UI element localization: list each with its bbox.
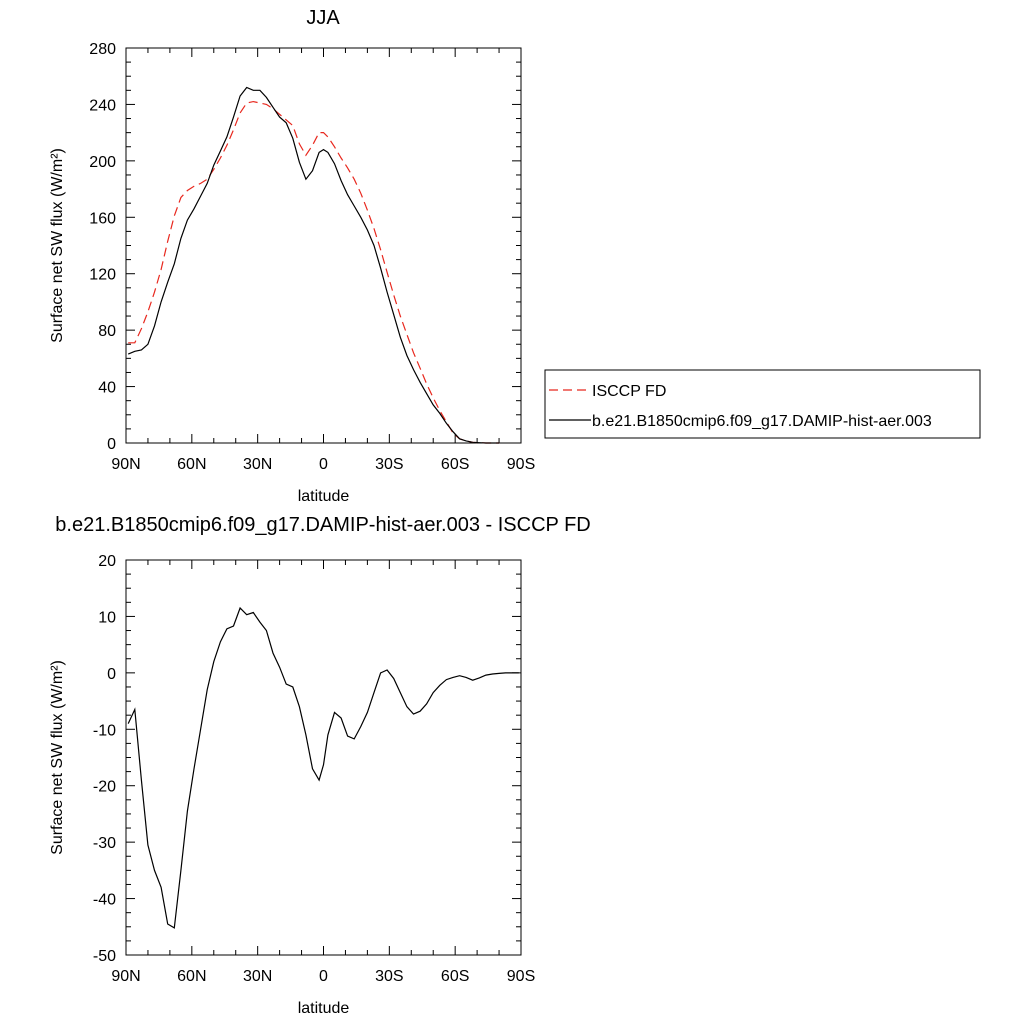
y-axis-label: Surface net SW flux (W/m²) (49, 148, 66, 343)
chart-panel-2: b.e21.B1850cmip6.f09_g17.DAMIP-hist-aer.… (49, 514, 591, 1017)
y-tick-label: -20 (93, 779, 116, 796)
x-tick-label: 60S (441, 456, 469, 473)
x-tick-label: 60N (177, 456, 206, 473)
y-tick-label: 0 (107, 666, 116, 683)
plot-frame (125, 559, 522, 956)
y-tick-label: 0 (107, 436, 116, 453)
x-tick-label: 90N (111, 456, 140, 473)
y-tick-label: -40 (93, 892, 116, 909)
y-tick-label: 160 (89, 210, 116, 227)
y-tick-label: 120 (89, 267, 116, 284)
chart-title: JJA (306, 7, 340, 29)
series-line-1 (128, 100, 500, 444)
legend-label: b.e21.B1850cmip6.f09_g17.DAMIP-hist-aer.… (592, 413, 932, 430)
x-axis-label: latitude (298, 1000, 350, 1017)
x-tick-label: 90N (111, 968, 140, 985)
x-axis-label: latitude (298, 488, 350, 505)
y-tick-label: -30 (93, 835, 116, 852)
y-tick-label: 280 (89, 41, 116, 58)
y-tick-label: 200 (89, 154, 116, 171)
y-tick-label: 40 (98, 380, 116, 397)
x-tick-label: 90S (507, 456, 535, 473)
y-axis-label: Surface net SW flux (W/m²) (49, 660, 66, 855)
legend-box (544, 369, 981, 439)
y-tick-label: 240 (89, 97, 116, 114)
x-tick-label: 60N (177, 968, 206, 985)
x-tick-label: 60S (441, 968, 469, 985)
chart-title: b.e21.B1850cmip6.f09_g17.DAMIP-hist-aer.… (55, 514, 590, 536)
series-line-2 (127, 86, 500, 444)
y-tick-label: 10 (98, 609, 116, 626)
y-tick-label: -50 (93, 948, 116, 965)
x-tick-label: 30S (375, 968, 403, 985)
x-tick-label: 30N (243, 456, 272, 473)
legend: ISCCP FD b.e21.B1850cmip6.f09_g17.DAMIP-h… (544, 369, 981, 439)
series-line-1 (127, 606, 519, 929)
legend-label: ISCCP FD (592, 383, 666, 400)
x-tick-label: 0 (319, 456, 328, 473)
chart-panel-1: JJA 90N 60N 30N 0 30S 60S 90S 0 40 80 120 160 200 240 2… (49, 7, 981, 505)
y-tick-label: -10 (93, 722, 116, 739)
y-tick-label: 80 (98, 323, 116, 340)
x-tick-label: 30S (375, 456, 403, 473)
x-tick-label: 90S (507, 968, 535, 985)
x-tick-label: 0 (319, 968, 328, 985)
y-tick-label: 20 (98, 553, 116, 570)
plot-frame (125, 47, 522, 444)
x-tick-label: 30N (243, 968, 272, 985)
